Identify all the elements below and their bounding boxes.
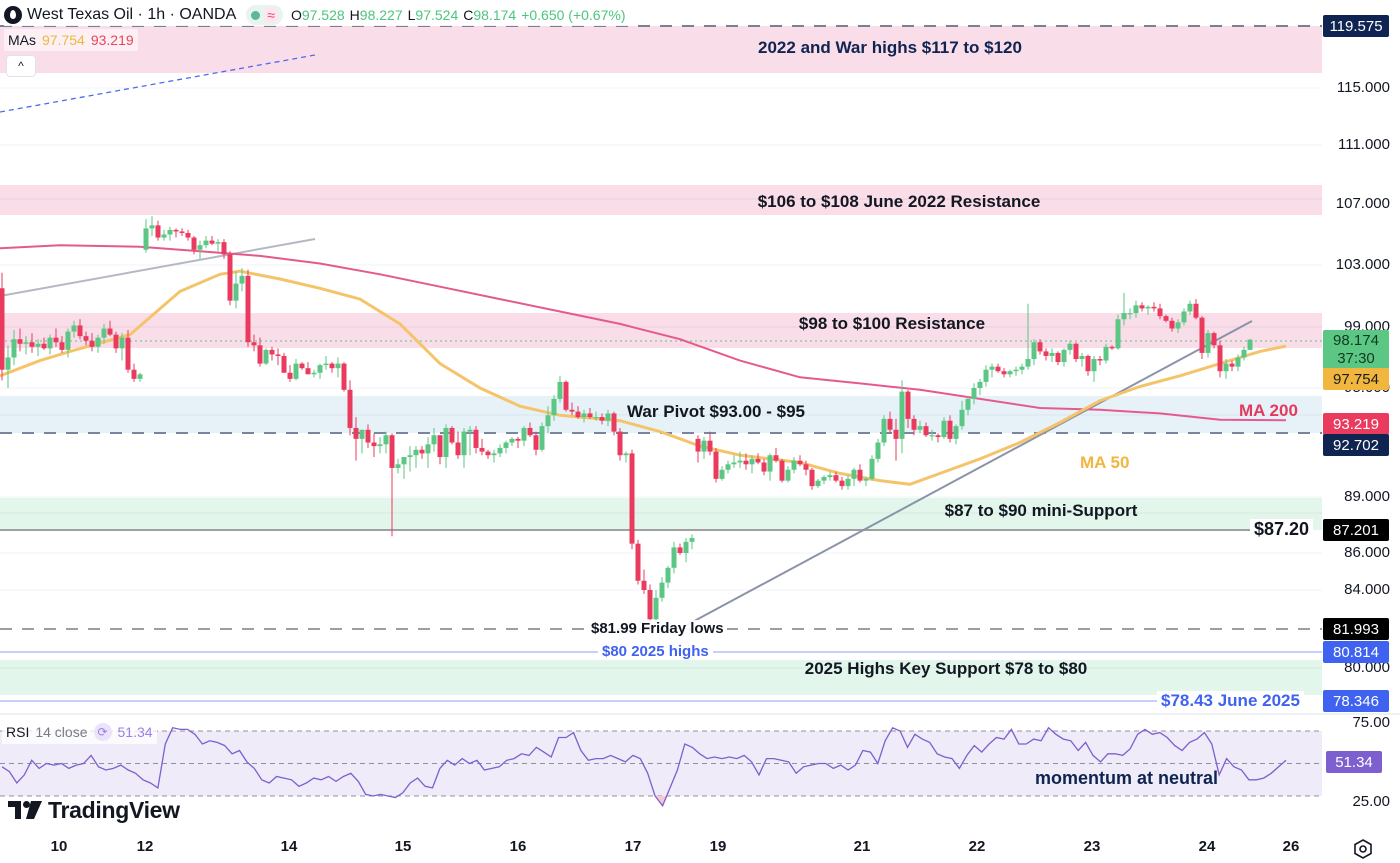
time-tick: 10 <box>50 838 68 855</box>
tradingview-logo[interactable]: TradingView <box>8 796 180 824</box>
price-tag: 80.814 <box>1323 641 1389 663</box>
june-2025-annotation: $78.43 June 2025 <box>1157 691 1304 711</box>
zone-label-key-support: 2025 Highs Key Support $78 to $80 <box>804 659 1088 678</box>
ma50-value: 97.754 <box>42 32 85 48</box>
rsi-value: 51.34 <box>117 724 153 740</box>
ma50-annotation: MA 50 <box>1080 453 1130 472</box>
rsi-legend[interactable]: RSI 14 close ⟳ 51.34 <box>2 720 157 744</box>
refresh-icon[interactable]: ⟳ <box>93 723 112 741</box>
time-tick: 26 <box>1282 838 1300 855</box>
price-tag: 98.174 37:30 <box>1323 330 1389 370</box>
price-tag: 119.575 <box>1323 15 1389 37</box>
ohlc-low: L97.524 <box>407 7 459 23</box>
symbol-legend: West Texas Oil · 1h · OANDA ≈ O97.528 H9… <box>4 4 635 26</box>
price-tag: 87.201 <box>1323 519 1389 541</box>
rsi-pane <box>0 726 1322 808</box>
time-tick: 23 <box>1083 838 1101 855</box>
market-status[interactable]: ≈ <box>246 5 283 25</box>
ma200-annotation: MA 200 <box>1239 401 1298 420</box>
time-tick: 22 <box>968 838 986 855</box>
zone-label-war-pivot: War Pivot $93.00 - $95 <box>627 402 805 421</box>
price-tag: 78.346 <box>1323 690 1389 712</box>
zone-label-war-highs: 2022 and War highs $117 to $120 <box>758 38 1022 57</box>
rsi-name: RSI <box>6 724 30 740</box>
price-tick: 80.000 <box>1344 659 1390 676</box>
time-tick: 19 <box>709 838 727 855</box>
ma-legend-label: MAs <box>8 32 36 48</box>
price-tick: 107.000 <box>1335 195 1390 212</box>
horizontal-levels <box>0 25 1322 702</box>
price-tick: 84.000 <box>1344 581 1390 598</box>
zone-label-june-2022: $106 to $108 June 2022 Resistance <box>757 192 1041 211</box>
time-tick: 21 <box>853 838 871 855</box>
bar-countdown: 37:30 <box>1337 350 1375 367</box>
last-price: 98.174 <box>1333 332 1379 349</box>
ma200-value: 93.219 <box>90 32 134 48</box>
chevron-up-icon: ^ <box>18 59 24 73</box>
time-tick: 16 <box>509 838 527 855</box>
price-tick: 111.000 <box>1338 136 1390 153</box>
price-tag: 92.702 <box>1323 434 1389 456</box>
candles <box>0 216 1253 631</box>
rsi-value-tag: 51.34 <box>1326 751 1382 773</box>
trendlines <box>0 54 1253 627</box>
collapse-legend-button[interactable]: ^ <box>6 55 36 77</box>
ohlc-open: O97.528 <box>290 7 345 23</box>
price-change: +0.650 (+0.67%) <box>521 7 626 23</box>
zone-label-mini-support: $87 to $90 mini-Support <box>944 501 1138 520</box>
tradingview-wordmark: TradingView <box>48 796 180 823</box>
time-tick: 17 <box>624 838 642 855</box>
highs-2025-annotation: $80 2025 highs <box>598 643 713 660</box>
price-tick: 103.000 <box>1335 256 1390 273</box>
rsi-tick-75: 75.00 <box>1352 714 1390 731</box>
symbol-title[interactable]: West Texas Oil · 1h · OANDA <box>27 6 237 23</box>
settings-gear-icon[interactable] <box>1352 838 1374 860</box>
ma-legend[interactable]: MAs 97.754 93.219 <box>4 29 138 51</box>
time-tick: 24 <box>1198 838 1216 855</box>
time-tick: 15 <box>394 838 412 855</box>
grid-lines <box>0 87 1322 669</box>
zones <box>0 26 1322 695</box>
time-tick: 14 <box>280 838 298 855</box>
friday-lows-annotation: $81.99 Friday lows <box>588 620 727 637</box>
rsi-tick-25: 25.00 <box>1352 793 1390 810</box>
rsi-params: 14 close <box>35 724 88 740</box>
rsi-note-annotation: momentum at neutral <box>1035 768 1219 788</box>
time-tick: 12 <box>136 838 154 855</box>
price-tick: 115.000 <box>1336 79 1390 96</box>
ohlc-high: H98.227 <box>349 7 403 23</box>
price-tag: 93.219 <box>1323 413 1389 435</box>
zone-label-resistance-98-100: $98 to $100 Resistance <box>798 314 986 333</box>
price-tick: 86.000 <box>1344 544 1390 561</box>
price-tag: 81.993 <box>1323 618 1389 640</box>
ohlc-close: C98.174 <box>463 7 517 23</box>
tradingview-mark-icon <box>8 801 42 819</box>
price-tick: 89.000 <box>1344 488 1390 505</box>
wave-icon: ≈ <box>264 7 278 23</box>
oil-drop-icon <box>4 6 22 24</box>
market-open-dot-icon <box>251 10 261 20</box>
price-tag: 97.754 <box>1323 368 1389 390</box>
level-8720-annotation: $87.20 <box>1250 519 1314 540</box>
